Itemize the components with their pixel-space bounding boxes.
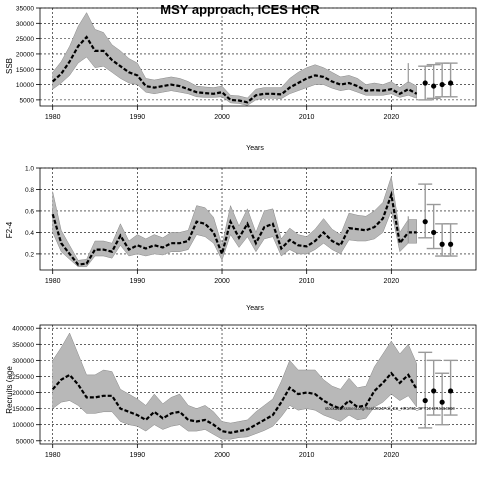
ssb-plot-frame: [39, 7, 477, 107]
projection-point: [448, 80, 454, 86]
fbar-ytick-label: 0.4: [25, 230, 34, 237]
recruits-projection-2024: [418, 351, 433, 429]
projection-point: [422, 80, 428, 86]
ssb-xtick-label: 2010: [299, 114, 315, 121]
fbar-confidence-band: [52, 176, 417, 268]
fbar-projection-2026: [435, 223, 450, 257]
ssb-ytick-label: 10000: [16, 82, 34, 89]
ssb-xtick-label: 2000: [214, 114, 230, 121]
recruits-xtick-label: 2010: [299, 452, 315, 459]
projection-point: [439, 81, 445, 88]
ssb-ytick-label: 25000: [16, 36, 34, 43]
recruits-ytick-label: 350000: [12, 342, 34, 349]
recruits-ytick-label: 300000: [12, 358, 34, 365]
recruits-projection-2026: [435, 372, 450, 426]
fbar-xtick-label: 1990: [130, 278, 146, 285]
fbar-xtick-label: 2020: [384, 278, 400, 285]
recruits-xtick-label: 2000: [214, 452, 230, 459]
ssb-ytick-label: 20000: [16, 51, 34, 58]
ssb-ytick-label: 5000: [20, 97, 35, 104]
fbar-panel: F2-4 Years 1980 1990 2000 2010 2020 0.2 0.4 0.6…: [5, 166, 477, 312]
projection-point: [431, 388, 437, 394]
recruits-plot-frame: [39, 324, 477, 445]
recruits-ytick-label: 250000: [12, 374, 34, 381]
projection-point: [448, 241, 454, 247]
ssb-panel: SSB Years 1980 1990 2000 2010 2020 5000 10000 1…: [5, 6, 477, 152]
fbar-xtick-label: 2000: [214, 278, 230, 285]
recruits-xtick-label: 1980: [45, 452, 61, 459]
ssb-projection-2027: [443, 62, 458, 98]
fbar-ytick-label: 1.0: [25, 166, 34, 173]
projection-point: [431, 229, 437, 236]
recruits-xtick-label: 1990: [130, 452, 146, 459]
fbar-xlabel: Years: [246, 305, 264, 312]
fbar-ytick-label: 0.8: [25, 187, 34, 194]
projection-point: [422, 219, 428, 225]
recruits-panel: Recruits (age 1980 1990 2000 2010 2020 50000 1…: [5, 324, 477, 459]
ssb-ylabel: SSB: [5, 58, 14, 74]
fbar-projection-2027: [443, 223, 458, 257]
recruits-projection-2025: [426, 359, 441, 416]
fbar-projection-2025: [426, 203, 441, 250]
fbar-ytick-label: 0.2: [25, 251, 34, 258]
ssb-projection-2024: [418, 65, 433, 101]
recruits-ytick-label: 200000: [12, 390, 34, 397]
recruits-projection-2027: [443, 359, 458, 416]
recruits-xtick-label: 2020: [384, 452, 400, 459]
fbar-plot-frame: [39, 167, 477, 271]
watermark-text: stockassessment.org/Res/2024Poll_ES_HR17…: [325, 406, 455, 411]
figure-title: MSY approach, ICES HCR: [160, 2, 320, 17]
recruits-ytick-label: 400000: [12, 326, 34, 333]
ssb-xtick-label: 2020: [384, 114, 400, 121]
ssb-projection-2026: [435, 62, 450, 98]
recruits-estimate-line: [51, 371, 418, 434]
fbar-projection-2024: [418, 183, 433, 239]
recruits-ytick-label: 100000: [12, 422, 34, 429]
ssb-confidence-band: [52, 12, 417, 106]
projection-point: [422, 397, 428, 404]
fbar-estimate-line: [51, 190, 417, 266]
ssb-xtick-label: 1990: [130, 114, 146, 121]
recruits-ylabel: Recruits (age: [5, 366, 14, 414]
fbar-ylabel: F2-4: [5, 221, 14, 238]
recruits-confidence-band: [52, 332, 417, 440]
ssb-estimate-line: [51, 35, 418, 104]
projection-point: [431, 83, 437, 89]
fbar-ytick-label: 0.6: [25, 208, 34, 215]
ssb-projection-2025: [426, 63, 441, 100]
ssb-ytick-label: 15000: [16, 67, 34, 74]
projection-point: [448, 388, 454, 394]
recruits-ytick-label: 50000: [16, 438, 34, 445]
ssb-ytick-label: 30000: [16, 21, 34, 28]
recruits-ytick-label: 150000: [12, 406, 34, 413]
fbar-xtick-label: 2010: [299, 278, 315, 285]
fbar-xtick-label: 1980: [45, 278, 61, 285]
ssb-xtick-label: 1980: [45, 114, 61, 121]
projection-point: [439, 399, 445, 405]
ssb-ytick-label: 35000: [16, 6, 34, 13]
ssb-xlabel: Years: [246, 145, 264, 152]
projection-point: [439, 241, 445, 247]
